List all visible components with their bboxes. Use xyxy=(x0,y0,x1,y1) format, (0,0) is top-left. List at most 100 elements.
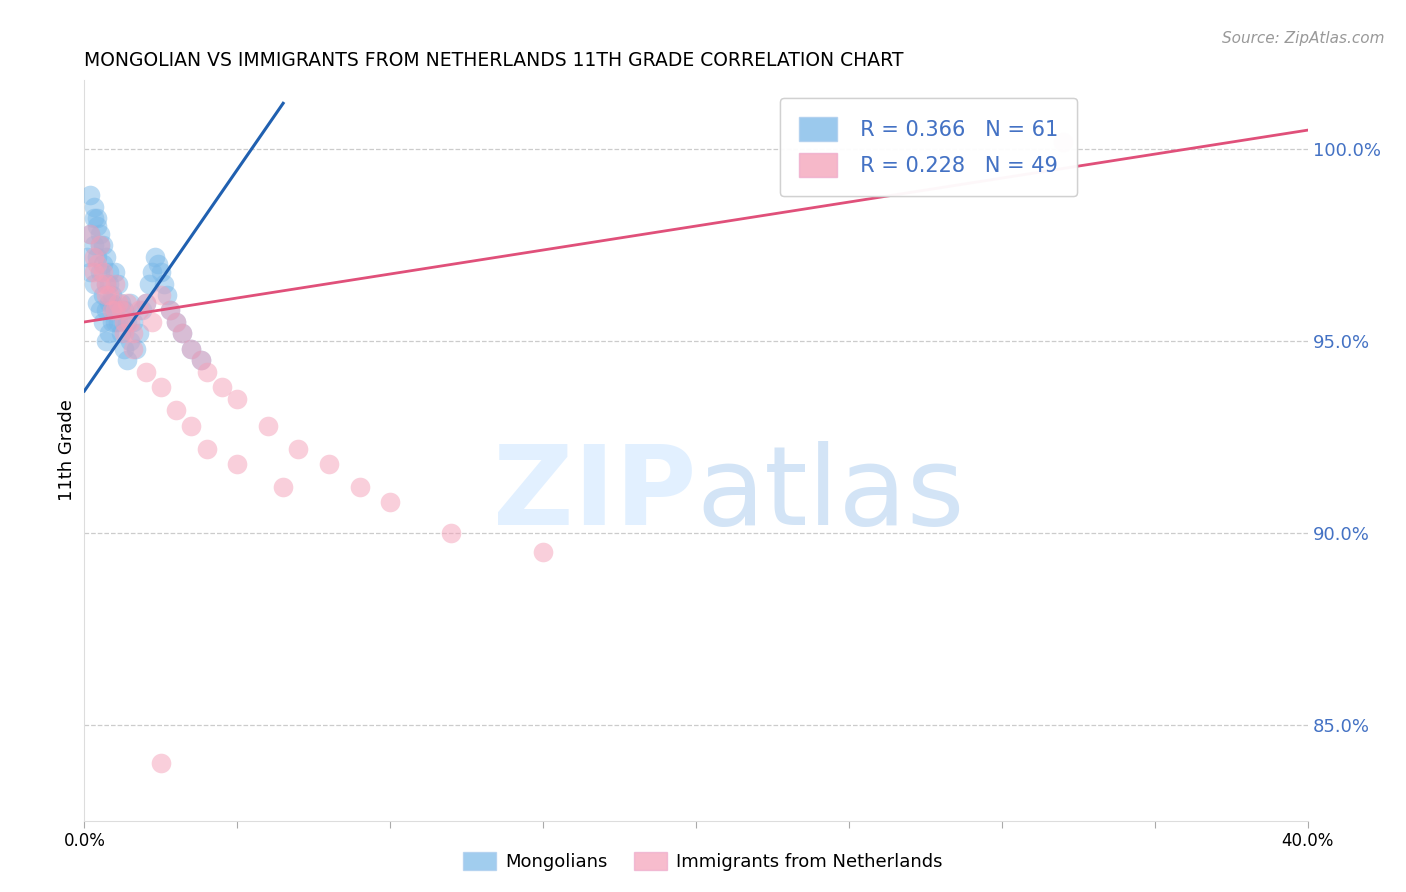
Point xyxy=(531,545,554,559)
Point xyxy=(1052,135,1074,149)
Point xyxy=(104,265,127,279)
Point xyxy=(211,380,233,394)
Point xyxy=(112,342,135,356)
Point xyxy=(172,326,194,341)
Point xyxy=(190,353,212,368)
Point xyxy=(115,315,138,329)
Point xyxy=(190,353,212,368)
Point xyxy=(83,250,105,264)
Point xyxy=(149,265,172,279)
Point xyxy=(86,211,108,226)
Point xyxy=(94,288,117,302)
Point xyxy=(94,277,117,291)
Point xyxy=(159,303,181,318)
Point xyxy=(104,303,127,318)
Point xyxy=(141,315,163,329)
Point xyxy=(89,303,111,318)
Point xyxy=(83,200,105,214)
Point xyxy=(143,250,166,264)
Point xyxy=(97,277,120,291)
Point xyxy=(89,265,111,279)
Point xyxy=(135,295,157,310)
Point xyxy=(287,442,309,456)
Point xyxy=(86,295,108,310)
Point xyxy=(101,295,124,310)
Point xyxy=(131,303,153,318)
Point xyxy=(91,257,114,271)
Text: ZIP: ZIP xyxy=(492,442,696,549)
Point xyxy=(101,303,124,318)
Point xyxy=(159,303,181,318)
Point xyxy=(91,315,114,329)
Point xyxy=(135,295,157,310)
Point xyxy=(89,277,111,291)
Text: MONGOLIAN VS IMMIGRANTS FROM NETHERLANDS 11TH GRADE CORRELATION CHART: MONGOLIAN VS IMMIGRANTS FROM NETHERLANDS… xyxy=(84,52,904,70)
Point xyxy=(79,188,101,202)
Point xyxy=(195,442,218,456)
Point xyxy=(149,380,172,394)
Point xyxy=(349,480,371,494)
Point xyxy=(76,250,98,264)
Point xyxy=(440,525,463,540)
Point xyxy=(128,303,150,318)
Point xyxy=(172,326,194,341)
Point xyxy=(79,265,101,279)
Text: atlas: atlas xyxy=(696,442,965,549)
Point xyxy=(122,326,145,341)
Point xyxy=(165,315,187,329)
Point xyxy=(165,315,187,329)
Point xyxy=(104,277,127,291)
Point xyxy=(91,238,114,252)
Point xyxy=(226,457,249,471)
Point xyxy=(94,303,117,318)
Point xyxy=(180,342,202,356)
Point xyxy=(83,211,105,226)
Point xyxy=(94,334,117,348)
Point xyxy=(149,756,172,770)
Point xyxy=(135,365,157,379)
Point xyxy=(120,334,142,348)
Point xyxy=(83,238,105,252)
Point xyxy=(104,303,127,318)
Point xyxy=(115,353,138,368)
Point xyxy=(112,303,135,318)
Point xyxy=(101,315,124,329)
Point xyxy=(91,265,114,279)
Point xyxy=(122,315,145,329)
Point xyxy=(257,418,280,433)
Text: Source: ZipAtlas.com: Source: ZipAtlas.com xyxy=(1222,31,1385,46)
Point xyxy=(97,288,120,302)
Point xyxy=(141,265,163,279)
Point xyxy=(101,288,124,302)
Point xyxy=(91,288,114,302)
Point xyxy=(89,227,111,241)
Point xyxy=(89,238,111,252)
Point xyxy=(112,315,135,329)
Point xyxy=(149,288,172,302)
Point xyxy=(115,295,138,310)
Point xyxy=(97,265,120,279)
Point xyxy=(97,295,120,310)
Point xyxy=(156,288,179,302)
Point xyxy=(226,392,249,406)
Y-axis label: 11th Grade: 11th Grade xyxy=(58,400,76,501)
Point xyxy=(79,227,101,241)
Point xyxy=(86,257,108,271)
Text: 0.0%: 0.0% xyxy=(63,832,105,850)
Point xyxy=(107,315,129,329)
Point xyxy=(79,227,101,241)
Legend:   R = 0.366   N = 61,   R = 0.228   N = 49: R = 0.366 N = 61, R = 0.228 N = 49 xyxy=(780,98,1077,196)
Point xyxy=(146,257,169,271)
Point xyxy=(110,303,132,318)
Point xyxy=(125,342,148,356)
Point xyxy=(94,277,117,291)
Point xyxy=(112,326,135,341)
Point xyxy=(86,219,108,233)
Point xyxy=(107,277,129,291)
Point xyxy=(271,480,294,494)
Point xyxy=(318,457,340,471)
Point xyxy=(83,265,105,279)
Point xyxy=(380,495,402,509)
Point xyxy=(110,295,132,310)
Point xyxy=(122,342,145,356)
